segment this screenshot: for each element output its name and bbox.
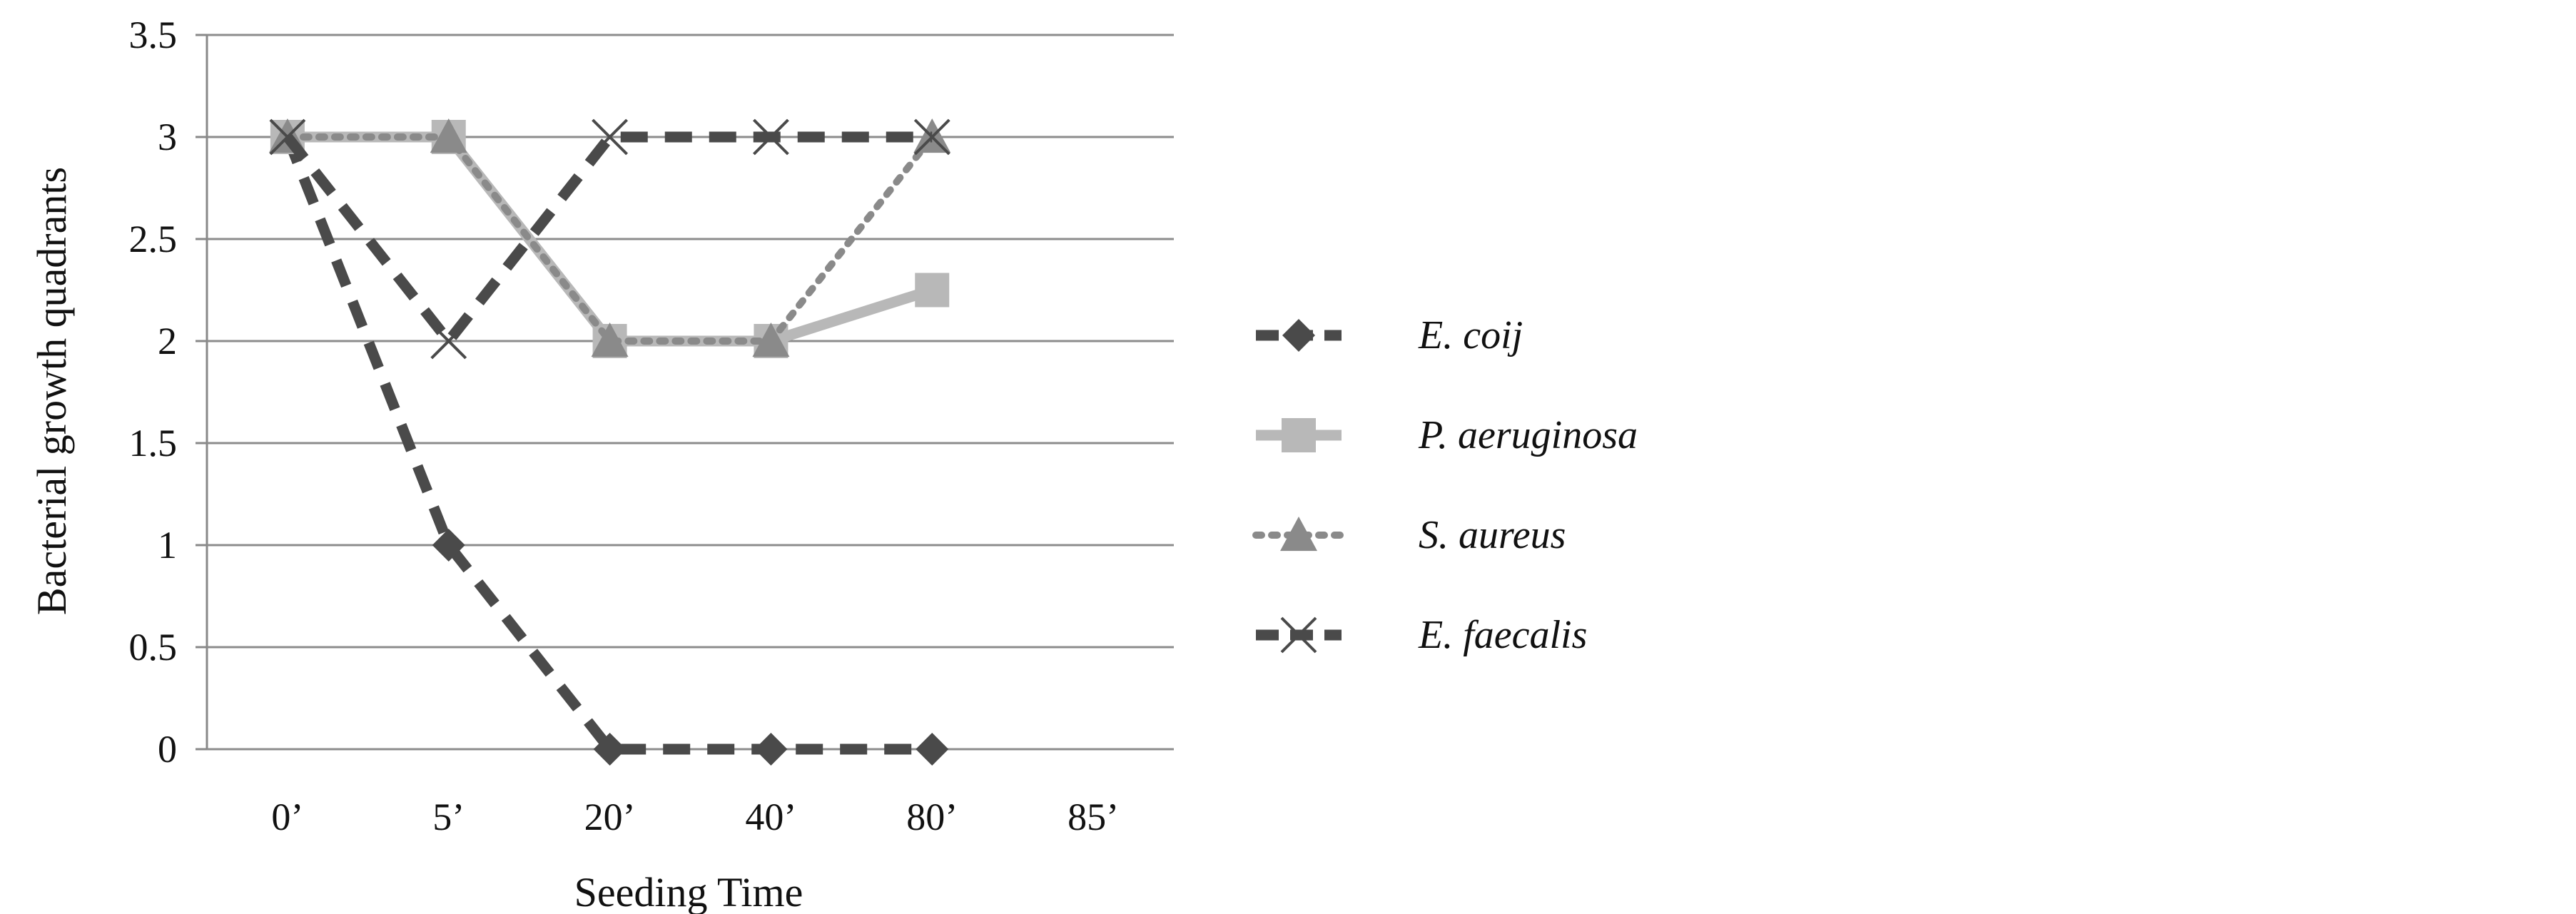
legend-marker <box>1282 319 1315 352</box>
legend-item-e-faecalis: E. faecalis <box>1256 613 1587 657</box>
y-tick-label: 1 <box>158 524 177 567</box>
data-point <box>592 118 628 156</box>
x-marker-stroke <box>430 323 467 360</box>
x-axis-ticks: 0’ 5’ 20’ 40’ 80’ 85’ <box>271 796 1119 838</box>
data-point <box>753 118 789 156</box>
y-axis-ticks: 0 0.5 1 1.5 2 2.5 3 3.5 <box>129 14 178 771</box>
x-tick-label: 85’ <box>1068 796 1119 838</box>
x-tick-label: 80’ <box>906 796 958 838</box>
legend-label: S. aureus <box>1419 513 1566 557</box>
x-marker-stroke <box>269 118 306 156</box>
x-marker-stroke <box>753 118 789 156</box>
legend-item-e-coij: E. coij <box>1256 313 1523 357</box>
data-point <box>591 323 629 357</box>
data-point <box>430 323 467 360</box>
data-point <box>915 273 950 308</box>
y-tick-label: 3 <box>158 116 177 158</box>
legend-marker <box>1280 616 1317 654</box>
legend-item-p-aeruginosa: P. aeruginosa <box>1256 413 1638 457</box>
data-point <box>432 529 465 562</box>
data-point <box>913 118 950 156</box>
data-point <box>593 733 627 766</box>
y-tick-label: 0 <box>158 728 177 771</box>
y-axis-title: Bacterial growth quadrants <box>29 167 75 615</box>
legend-item-s-aureus: S. aureus <box>1252 513 1566 557</box>
legend-label: E. faecalis <box>1418 613 1587 657</box>
series-line <box>283 131 933 347</box>
y-tick-label: 1.5 <box>129 422 178 464</box>
legend: E. coij P. aeruginosa S. aureus E. faecalis <box>1252 313 1638 657</box>
x-tick-label: 20’ <box>584 796 636 838</box>
legend-marker <box>1280 517 1317 552</box>
y-tick-label: 2.5 <box>129 218 178 260</box>
x-tick-label: 0’ <box>271 796 303 838</box>
data-point <box>754 733 788 766</box>
y-tick-label: 2 <box>158 320 177 362</box>
legend-marker <box>1282 418 1316 452</box>
series-group <box>268 118 951 766</box>
x-axis-title: Seeding Time <box>574 869 803 914</box>
data-point <box>752 323 790 357</box>
y-tick-label: 3.5 <box>129 14 178 56</box>
x-marker-stroke <box>913 118 950 156</box>
x-tick-label: 40’ <box>745 796 796 838</box>
legend-label: P. aeruginosa <box>1418 413 1638 457</box>
x-tick-label: 5’ <box>432 796 465 838</box>
data-point <box>916 733 949 766</box>
y-tick-label: 0.5 <box>129 626 178 669</box>
series-line <box>282 135 933 755</box>
data-point <box>269 118 306 156</box>
x-marker-stroke <box>592 118 628 156</box>
x-marker-stroke <box>1280 616 1317 654</box>
data-point <box>430 118 467 153</box>
legend-label: E. coij <box>1418 313 1523 357</box>
series-e-faecalis <box>269 118 950 360</box>
